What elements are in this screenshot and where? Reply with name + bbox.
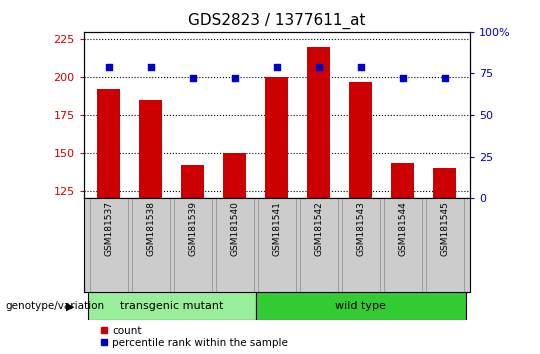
- Point: [314, 64, 323, 70]
- Bar: [90, 198, 128, 292]
- Point: [231, 76, 239, 81]
- Bar: [174, 198, 212, 292]
- Point: [399, 76, 407, 81]
- Bar: [391, 164, 414, 198]
- Text: GSM181542: GSM181542: [314, 201, 323, 256]
- Text: genotype/variation: genotype/variation: [5, 301, 105, 311]
- Bar: [433, 168, 456, 198]
- Point: [188, 76, 197, 81]
- Bar: [258, 198, 295, 292]
- Point: [440, 76, 449, 81]
- Bar: [181, 165, 204, 198]
- Text: GSM181541: GSM181541: [272, 201, 281, 256]
- Text: GSM181539: GSM181539: [188, 201, 197, 256]
- Text: ▶: ▶: [66, 301, 75, 311]
- Bar: [342, 198, 380, 292]
- Bar: [88, 292, 256, 320]
- Text: GSM181540: GSM181540: [230, 201, 239, 256]
- Text: wild type: wild type: [335, 301, 386, 311]
- Bar: [349, 82, 372, 198]
- Bar: [265, 77, 288, 198]
- Bar: [384, 198, 422, 292]
- Bar: [132, 198, 170, 292]
- Bar: [307, 47, 330, 198]
- Point: [356, 64, 365, 70]
- Text: GSM181537: GSM181537: [104, 201, 113, 256]
- Bar: [139, 100, 163, 198]
- Bar: [256, 292, 465, 320]
- Title: GDS2823 / 1377611_at: GDS2823 / 1377611_at: [188, 13, 366, 29]
- Text: GSM181538: GSM181538: [146, 201, 156, 256]
- Text: GSM181543: GSM181543: [356, 201, 365, 256]
- Bar: [223, 153, 246, 198]
- Bar: [426, 198, 463, 292]
- Point: [105, 64, 113, 70]
- Bar: [300, 198, 338, 292]
- Legend: count, percentile rank within the sample: count, percentile rank within the sample: [100, 326, 288, 348]
- Text: GSM181545: GSM181545: [440, 201, 449, 256]
- Bar: [97, 89, 120, 198]
- Point: [273, 64, 281, 70]
- Point: [146, 64, 155, 70]
- Text: GSM181544: GSM181544: [398, 201, 407, 256]
- Text: transgenic mutant: transgenic mutant: [120, 301, 224, 311]
- Bar: [216, 198, 254, 292]
